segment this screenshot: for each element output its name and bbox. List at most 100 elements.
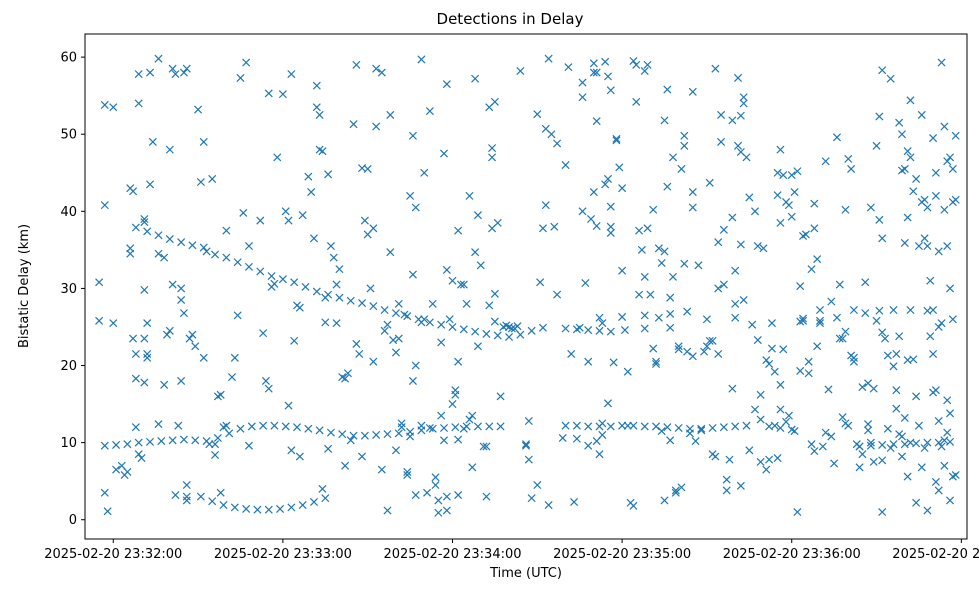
detection-marker bbox=[567, 349, 576, 358]
detection-marker bbox=[570, 497, 579, 507]
detection-marker bbox=[380, 305, 389, 315]
detection-marker bbox=[940, 122, 949, 131]
detection-marker bbox=[177, 295, 186, 305]
detection-marker bbox=[776, 405, 785, 414]
detection-marker bbox=[129, 187, 138, 196]
detection-marker bbox=[632, 97, 641, 106]
detection-marker bbox=[929, 305, 938, 315]
detection-marker bbox=[849, 353, 858, 362]
detection-marker bbox=[581, 279, 590, 288]
detection-marker bbox=[886, 443, 895, 453]
detection-marker bbox=[869, 457, 878, 466]
detection-marker bbox=[383, 430, 392, 439]
detection-marker bbox=[533, 110, 542, 119]
detection-marker bbox=[490, 317, 499, 326]
detection-marker bbox=[793, 507, 802, 517]
detection-marker bbox=[465, 415, 474, 424]
detection-marker bbox=[765, 455, 774, 464]
detection-marker bbox=[660, 116, 669, 125]
detection-marker bbox=[465, 191, 474, 200]
detection-marker bbox=[649, 205, 658, 214]
detection-marker bbox=[321, 494, 330, 503]
detection-marker bbox=[598, 319, 607, 328]
detection-marker bbox=[363, 164, 372, 173]
detection-marker bbox=[598, 419, 607, 428]
detection-marker bbox=[281, 207, 290, 216]
detection-marker bbox=[810, 199, 819, 208]
detection-marker bbox=[140, 334, 149, 343]
detection-marker bbox=[420, 168, 429, 177]
detection-marker bbox=[383, 506, 392, 515]
detection-marker bbox=[103, 507, 112, 516]
detection-marker bbox=[160, 380, 169, 389]
detection-marker bbox=[199, 353, 208, 362]
detection-marker bbox=[134, 450, 143, 459]
detection-marker bbox=[561, 421, 570, 430]
detection-marker bbox=[618, 421, 627, 430]
detection-marker bbox=[883, 351, 892, 360]
detection-marker bbox=[454, 435, 463, 444]
detection-marker bbox=[705, 336, 714, 345]
detection-marker bbox=[895, 332, 904, 341]
detection-marker bbox=[584, 422, 593, 431]
detection-marker bbox=[796, 366, 805, 375]
detection-marker bbox=[448, 322, 457, 332]
detection-marker bbox=[242, 504, 251, 513]
detection-marker bbox=[719, 225, 728, 234]
detection-marker bbox=[629, 421, 638, 430]
detection-marker bbox=[801, 230, 810, 239]
detection-marker bbox=[739, 99, 748, 108]
detection-marker bbox=[259, 329, 268, 338]
detection-marker bbox=[360, 216, 369, 225]
detection-marker bbox=[674, 342, 683, 351]
detection-marker bbox=[909, 355, 918, 364]
detection-marker bbox=[256, 216, 265, 225]
detection-marker bbox=[168, 436, 177, 445]
detection-marker bbox=[411, 203, 420, 212]
detection-marker bbox=[541, 201, 550, 210]
detection-marker bbox=[697, 426, 706, 435]
detection-marker bbox=[454, 357, 463, 366]
detection-marker bbox=[312, 103, 321, 112]
detection-marker bbox=[934, 417, 943, 426]
detection-marker bbox=[403, 470, 412, 480]
detection-marker bbox=[736, 481, 745, 490]
detection-marker bbox=[739, 93, 748, 102]
detection-marker bbox=[324, 170, 333, 179]
detection-marker bbox=[917, 463, 926, 472]
detection-marker bbox=[154, 420, 163, 429]
detection-marker bbox=[866, 438, 875, 447]
detection-marker bbox=[473, 342, 482, 351]
detection-marker bbox=[490, 97, 499, 106]
detection-marker bbox=[589, 68, 598, 77]
detection-marker bbox=[309, 234, 319, 243]
detection-marker bbox=[770, 421, 779, 430]
detection-marker bbox=[830, 459, 839, 468]
detection-marker bbox=[369, 224, 378, 233]
detection-marker bbox=[448, 276, 457, 285]
detection-marker bbox=[454, 491, 463, 500]
detection-marker bbox=[312, 287, 321, 296]
detection-marker bbox=[264, 505, 273, 514]
detection-marker bbox=[459, 325, 468, 334]
detection-marker bbox=[934, 438, 943, 447]
detection-marker bbox=[683, 307, 692, 316]
detection-marker bbox=[287, 446, 296, 455]
detection-marker bbox=[838, 413, 847, 422]
detection-marker bbox=[759, 244, 768, 253]
detection-marker bbox=[335, 265, 344, 274]
detection-marker bbox=[923, 241, 932, 251]
detection-marker bbox=[671, 486, 680, 495]
detection-marker bbox=[666, 309, 675, 318]
detection-marker bbox=[937, 58, 946, 67]
detection-marker bbox=[575, 323, 584, 332]
detection-marker bbox=[527, 494, 536, 503]
detection-marker bbox=[431, 473, 440, 482]
detection-marker bbox=[920, 195, 929, 204]
detection-marker bbox=[844, 421, 853, 430]
detection-marker bbox=[818, 442, 827, 451]
detection-marker bbox=[196, 178, 205, 187]
detection-marker bbox=[750, 405, 760, 414]
detection-marker bbox=[770, 367, 779, 376]
detection-marker bbox=[948, 164, 957, 173]
